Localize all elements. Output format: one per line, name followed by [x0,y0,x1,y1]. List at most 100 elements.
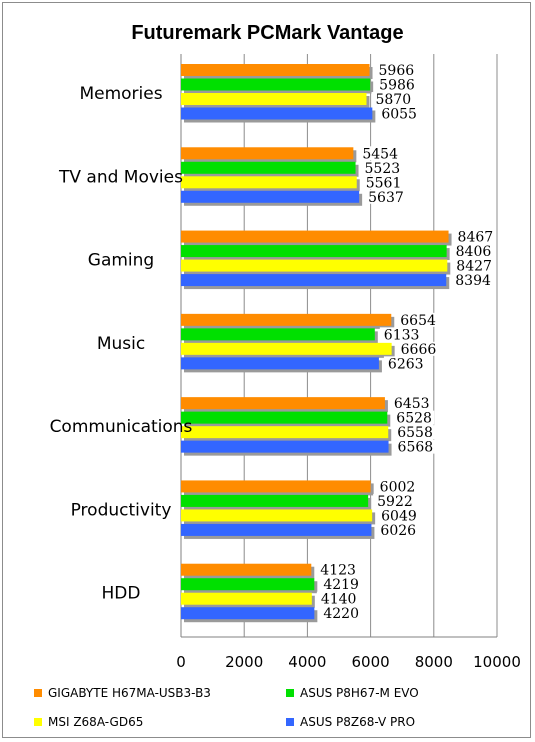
data-label: 8427 [456,259,492,275]
x-tick-label: 0 [176,653,186,671]
data-label: 6568 [398,440,434,456]
data-label-bg [451,273,494,288]
bar [181,93,367,105]
data-label-bg [319,606,362,621]
data-label-bg [319,577,362,592]
data-label: 5454 [362,146,398,162]
legend-label: ASUS P8H67-M EVO [300,686,419,700]
bar [181,523,372,536]
data-label-bg [375,479,418,494]
data-label: 5870 [375,92,411,108]
data-label: 4219 [323,577,359,593]
data-label: 8467 [458,230,494,246]
legend-swatch [34,718,42,726]
data-label-bg [393,439,436,454]
bar [181,190,360,203]
data-label: 5637 [368,190,404,206]
data-label: 6654 [400,313,436,329]
bar [181,411,388,424]
data-label: 6528 [396,411,432,427]
data-label: 6263 [388,356,424,372]
bar [181,357,379,370]
data-label-bg [364,189,407,204]
data-label-bg [376,522,419,537]
bar [181,259,448,272]
x-tick-label: 2000 [225,653,263,671]
data-label: 4140 [321,592,357,608]
data-label-bg [371,92,414,106]
bar [181,64,370,76]
x-tick-label: 8000 [415,653,453,671]
bar [181,342,392,355]
data-label-bg [389,396,432,411]
legend-label: GIGABYTE H67MA-USB3-B3 [48,686,211,700]
legend-swatch [34,689,42,697]
data-label: 4220 [323,606,359,622]
data-label-bg [383,356,426,371]
data-label-bg [361,175,404,190]
x-tick-label: 10000 [473,653,521,671]
data-label: 6666 [401,342,437,358]
data-label: 5922 [377,494,413,510]
bar [181,328,375,341]
category-label: Communications [50,417,193,437]
legend-swatch [286,689,294,697]
x-tick-label: 4000 [288,653,326,671]
bar [181,78,371,91]
category-label: Memories [79,84,162,104]
legend-label: MSI Z68A-GD65 [48,715,143,729]
bar [181,440,389,453]
category-label: Productivity [71,500,172,520]
legend-swatch [286,718,294,726]
bar [181,426,389,439]
category-label: Gaming [88,251,154,271]
data-label-bg [452,258,495,273]
data-label: 6026 [380,523,416,539]
data-label: 5561 [366,175,402,191]
x-tick-label: 6000 [352,653,390,671]
labels-layer: 0 2000 4000 6000 8000 10000 Memories 5966598658… [50,63,521,671]
bar [181,578,315,591]
data-label: 8406 [456,244,492,260]
bar [181,176,357,189]
bar [181,147,354,160]
bar [181,313,392,326]
bar [181,509,373,522]
data-label-bg [453,229,496,244]
data-label: 5523 [365,161,401,177]
data-label: 6049 [381,508,417,524]
data-label-bg [396,341,439,356]
bars-layer [181,64,452,623]
data-label: 5966 [379,63,415,79]
bar [181,274,447,287]
data-label-bg [316,591,359,606]
category-label: TV and Movies [58,167,183,187]
data-label: 5986 [379,78,415,94]
chart-title: Futuremark PCMark Vantage [131,22,404,44]
category-label: HDD [102,584,141,604]
bar [181,161,356,174]
data-label-bg [393,425,436,440]
data-label: 6558 [397,425,433,441]
bar [181,607,315,620]
data-label-bg [375,77,418,92]
data-label: 6055 [381,107,417,123]
data-label-bg [396,312,439,327]
data-label-bg [377,106,420,121]
bar [181,494,369,507]
data-label: 6133 [384,327,420,343]
bar [181,230,449,243]
data-label: 8394 [455,273,491,289]
data-label-bg [374,63,417,77]
legend: GIGABYTE H67MA-USB3-B3 ASUS P8H67-M EVO MS… [34,686,419,729]
category-label: Music [97,334,145,354]
bar [181,480,371,493]
data-label-bg [392,410,435,425]
data-label: 4123 [320,563,356,579]
data-label-bg [373,493,416,508]
bar [181,245,447,258]
data-label-bg [379,327,422,342]
bar [181,107,373,120]
data-label: 6453 [394,396,430,412]
